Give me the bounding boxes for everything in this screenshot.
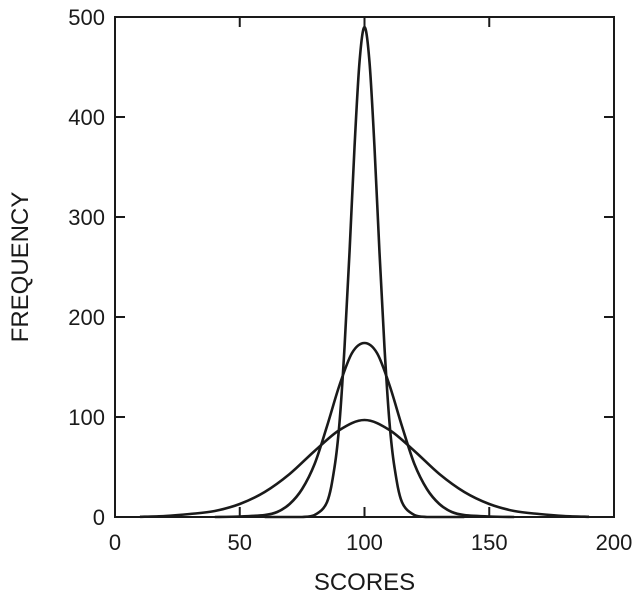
series-line-3 bbox=[139, 418, 590, 519]
series-line-2 bbox=[214, 341, 515, 519]
series-line-1 bbox=[264, 25, 465, 519]
x-tick-label-150: 150 bbox=[471, 530, 508, 555]
curves-layer bbox=[139, 25, 590, 519]
ticks-layer bbox=[114, 16, 615, 518]
tick-labels-layer: 0 50 100 150 200 0 100 200 300 400 500 bbox=[68, 5, 632, 555]
x-tick-label-100: 100 bbox=[346, 530, 383, 555]
y-tick-label-300: 300 bbox=[68, 205, 105, 230]
x-tick-label-200: 200 bbox=[596, 530, 633, 555]
x-tick-label-0: 0 bbox=[109, 530, 121, 555]
x-axis-label: SCORES bbox=[314, 569, 415, 596]
y-tick-label-100: 100 bbox=[68, 405, 105, 430]
y-tick-label-0: 0 bbox=[93, 505, 105, 530]
y-tick-label-200: 200 bbox=[68, 305, 105, 330]
y-axis-label: FREQUENCY bbox=[7, 192, 34, 343]
y-tick-label-400: 400 bbox=[68, 105, 105, 130]
plot-frame bbox=[114, 16, 615, 518]
x-tick-label-50: 50 bbox=[228, 530, 252, 555]
y-tick-label-500: 500 bbox=[68, 5, 105, 30]
